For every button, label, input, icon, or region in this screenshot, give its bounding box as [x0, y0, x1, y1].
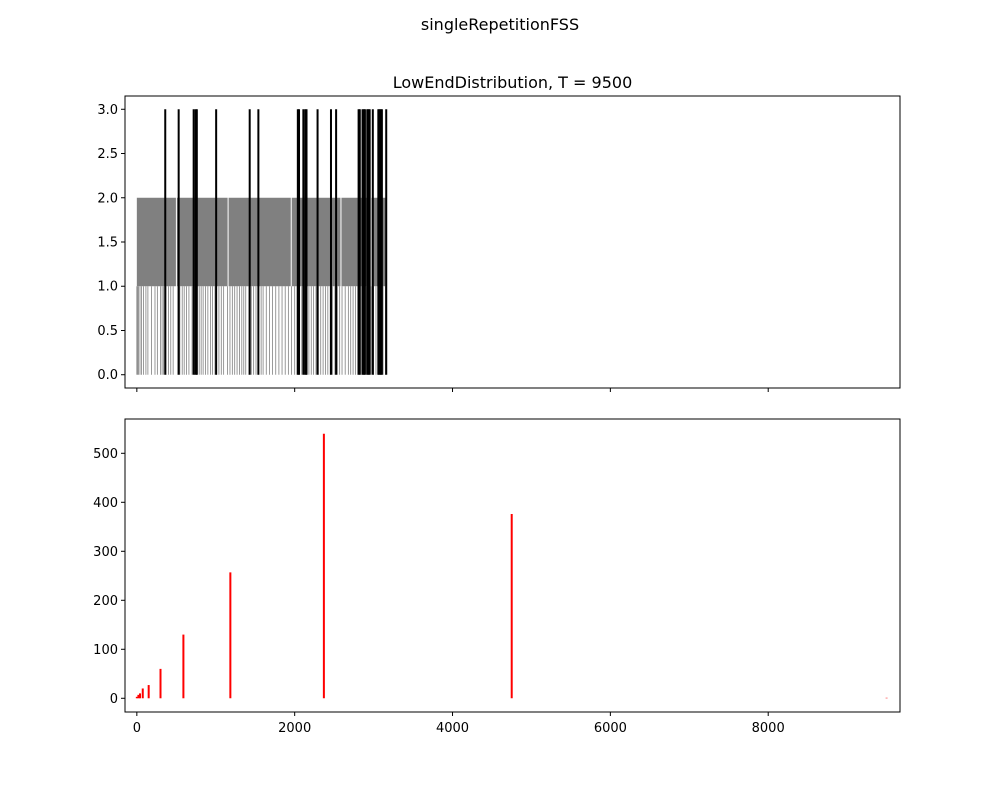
y-tick-label: 2.5 — [97, 147, 118, 162]
bottom-marks — [135, 433, 888, 699]
y-tick-label: 0 — [110, 692, 118, 707]
y-tick-label: 500 — [93, 447, 118, 462]
bottom-axes-frame — [124, 418, 901, 713]
top-x-ticks — [136, 388, 769, 392]
y-tick-label: 400 — [93, 496, 118, 511]
y-tick-label: 300 — [93, 545, 118, 560]
level2-bar — [136, 197, 176, 287]
y-tick-label: 0.5 — [97, 324, 118, 339]
top-axes-frame — [124, 95, 901, 389]
top-axes: LowEndDistribution, T = 9500 0.0 0.5 1.0 1.… — [97, 73, 901, 392]
top-y-ticks: 0.0 0.5 1.0 1.5 2.0 2.5 3.0 — [97, 103, 125, 383]
y-tick-label: 100 — [93, 643, 118, 658]
bottom-axes: 0 100 200 300 400 500 0 2000 4000 6000 8000 — [93, 418, 901, 736]
top-axes-title: LowEndDistribution, T = 9500 — [393, 73, 633, 92]
top-marks — [136, 109, 388, 375]
x-tick-label: 4000 — [436, 721, 469, 736]
level2-bar — [176, 197, 228, 287]
bottom-x-ticks: 0 2000 4000 6000 8000 — [133, 712, 785, 736]
x-tick-label: 8000 — [752, 721, 785, 736]
level2-bar — [341, 197, 371, 287]
level2-bar — [228, 197, 291, 287]
bottom-y-ticks: 0 100 200 300 400 500 — [93, 447, 125, 707]
x-tick-label: 2000 — [278, 721, 311, 736]
x-tick-label: 0 — [133, 721, 141, 736]
figure-suptitle: singleRepetitionFSS — [421, 15, 579, 34]
y-tick-label: 1.5 — [97, 236, 118, 251]
y-tick-label: 2.0 — [97, 191, 118, 206]
y-tick-label: 1.0 — [97, 280, 118, 295]
x-tick-label: 6000 — [594, 721, 627, 736]
y-tick-label: 3.0 — [97, 103, 118, 118]
y-tick-label: 200 — [93, 594, 118, 609]
y-tick-label: 0.0 — [97, 368, 118, 383]
